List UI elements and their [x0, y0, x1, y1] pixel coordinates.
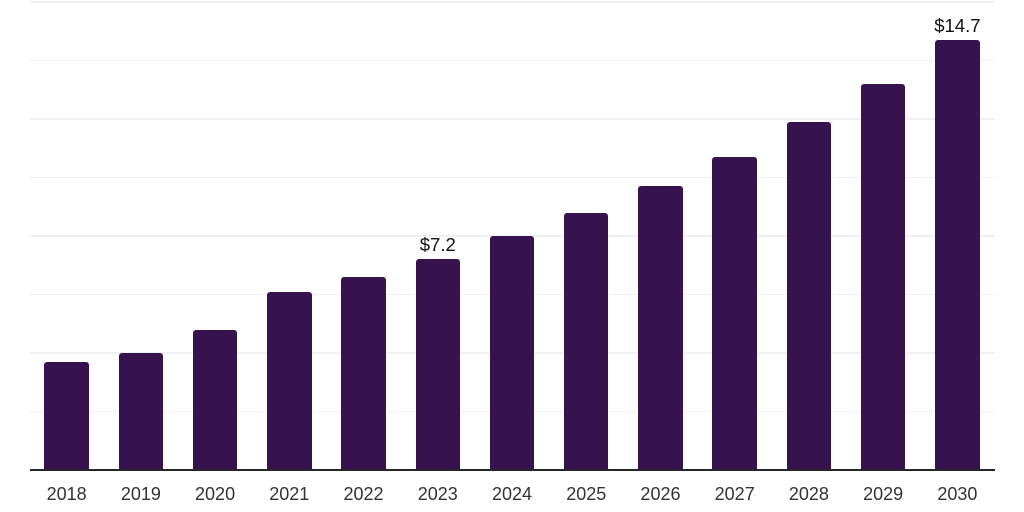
- x-tick-label-2019: 2019: [120, 484, 161, 504]
- x-tick-label-2021: 2021: [269, 484, 310, 504]
- bar-2029: [860, 83, 906, 470]
- x-tick-label-2028: 2028: [788, 484, 829, 504]
- bar-2030: [935, 40, 980, 470]
- bar-value-label-2023: $7.2: [419, 234, 456, 256]
- x-tick-label-2020: 2020: [195, 484, 236, 504]
- bar-2019: [118, 353, 164, 470]
- bar-2026: [638, 186, 683, 470]
- bar-value-label-2030: $14.7: [934, 15, 981, 37]
- x-tick-label-2018: 2018: [46, 484, 87, 504]
- gridline-y-10: [29, 176, 995, 179]
- bar-2023: [415, 259, 461, 470]
- x-tick-label-2029: 2029: [863, 484, 904, 504]
- bar-2021: [267, 291, 312, 470]
- bar-2020: [192, 329, 238, 470]
- bar-2024: [489, 236, 535, 470]
- x-tick-label-2027: 2027: [714, 484, 755, 504]
- x-tick-label-2030: 2030: [937, 484, 978, 504]
- x-tick-label-2023: 2023: [417, 484, 458, 504]
- x-axis-line: [29, 469, 995, 471]
- bar-2022: [341, 276, 386, 470]
- x-tick-label-2024: 2024: [491, 484, 533, 504]
- x-tick-label-2026: 2026: [640, 484, 681, 504]
- gridline-y-16: [29, 1, 995, 3]
- gridline-y-14: [29, 59, 995, 62]
- x-tick-label-2025: 2025: [566, 484, 607, 504]
- bar-2028: [786, 121, 832, 470]
- bar-2018: [44, 361, 89, 470]
- gridline-y-12: [29, 118, 995, 120]
- bar-2025: [563, 212, 609, 470]
- x-tick-label-2022: 2022: [343, 484, 384, 504]
- bar-2027: [712, 157, 757, 470]
